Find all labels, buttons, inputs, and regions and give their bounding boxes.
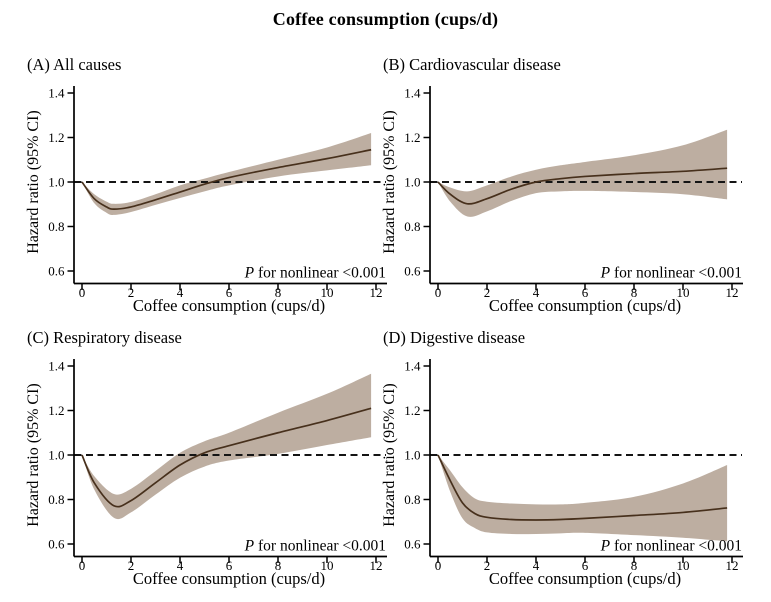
x-tick-label: 12 xyxy=(726,558,739,573)
x-tick-label: 12 xyxy=(726,285,739,300)
x-tick-label: 10 xyxy=(321,285,334,300)
y-tick-label: 0.6 xyxy=(404,264,421,279)
figure-title: Coffee consumption (cups/d) xyxy=(272,9,499,29)
y-tick-label: 0.8 xyxy=(48,219,64,234)
y-tick-label: 1.2 xyxy=(48,403,64,418)
panel-a-title: (A) All causes xyxy=(27,55,121,74)
y-tick-label: 1.0 xyxy=(48,448,64,463)
y-tick-label: 1.2 xyxy=(404,403,420,418)
y-tick-label: 1.0 xyxy=(404,175,420,190)
x-tick-label: 6 xyxy=(582,558,589,573)
y-tick-label: 1.0 xyxy=(48,175,64,190)
panel-d-p-nonlinear-annotation: P for nonlinear <0.001 xyxy=(600,538,742,555)
panel-c-respiratory-chart: 0 2 4 6 8 10 12 0.6 0.8 1.0 1.2 1.4 (C) Respiratory… xyxy=(25,328,387,588)
x-tick-label: 2 xyxy=(128,285,135,300)
x-tick-label: 2 xyxy=(128,558,135,573)
panel-c-x-axis-label: Coffee consumption (cups/d) xyxy=(133,569,325,588)
panel-a-x-axis-label: Coffee consumption (cups/d) xyxy=(133,296,325,315)
x-tick-label: 8 xyxy=(631,558,638,573)
panel-c-p-nonlinear-annotation: P for nonlinear <0.001 xyxy=(244,538,386,555)
y-tick-label: 1.2 xyxy=(404,130,420,145)
panel-d-title: (D) Digestive disease xyxy=(383,328,525,347)
x-tick-label: 2 xyxy=(484,558,491,573)
x-tick-label: 4 xyxy=(533,558,540,573)
x-tick-label: 10 xyxy=(677,285,690,300)
y-tick-label: 1.4 xyxy=(48,86,65,101)
x-tick-label: 2 xyxy=(484,285,491,300)
x-tick-label: 0 xyxy=(435,285,442,300)
y-tick-label: 0.8 xyxy=(404,219,420,234)
x-tick-label: 10 xyxy=(321,558,334,573)
y-tick-label: 1.4 xyxy=(404,86,421,101)
confidence-band xyxy=(438,455,728,542)
hazard-ratio-curve xyxy=(437,454,728,521)
panel-d-digestive-chart: 0 2 4 6 8 10 12 0.6 0.8 1.0 1.2 1.4 (D) Digestive d… xyxy=(381,328,743,588)
y-tick-label: 0.8 xyxy=(404,492,420,507)
confidence-band xyxy=(82,133,372,215)
x-tick-label: 0 xyxy=(79,558,86,573)
panel-a-y-axis-label: Hazard ratio (95% CI) xyxy=(25,110,42,254)
x-tick-label: 6 xyxy=(582,285,589,300)
y-tick-label: 0.6 xyxy=(48,264,65,279)
panel-c-y-axis-label: Hazard ratio (95% CI) xyxy=(25,383,42,527)
panel-b-p-nonlinear-annotation: P for nonlinear <0.001 xyxy=(600,265,742,282)
hazard-ratio-curve xyxy=(81,407,372,508)
x-tick-label: 4 xyxy=(177,558,184,573)
y-tick-label: 0.6 xyxy=(404,537,421,552)
panel-d-x-axis-label: Coffee consumption (cups/d) xyxy=(489,569,681,588)
x-tick-label: 4 xyxy=(533,285,540,300)
x-tick-label: 4 xyxy=(177,285,184,300)
hazard-ratio-curve xyxy=(81,148,372,211)
y-tick-label: 1.4 xyxy=(404,359,421,374)
x-tick-label: 12 xyxy=(370,285,383,300)
x-tick-label: 8 xyxy=(275,285,282,300)
x-tick-label: 0 xyxy=(79,285,86,300)
panel-b-title: (B) Cardiovascular disease xyxy=(383,55,561,74)
confidence-band xyxy=(438,129,728,217)
x-tick-label: 8 xyxy=(631,285,638,300)
panel-b-x-axis-label: Coffee consumption (cups/d) xyxy=(489,296,681,315)
y-tick-label: 1.2 xyxy=(48,130,64,145)
x-tick-label: 8 xyxy=(275,558,282,573)
y-tick-label: 1.4 xyxy=(48,359,65,374)
panel-d-y-axis-label: Hazard ratio (95% CI) xyxy=(381,383,398,527)
y-tick-label: 1.0 xyxy=(404,448,420,463)
y-tick-label: 0.8 xyxy=(48,492,64,507)
panel-c-title: (C) Respiratory disease xyxy=(27,328,182,347)
panel-a-all-causes-chart: 0 2 4 6 8 10 120.60.81.01.21.4 (A) All causes … xyxy=(25,55,387,315)
x-tick-label: 0 xyxy=(435,558,442,573)
hazard-ratio-curve xyxy=(437,167,728,205)
panel-b-cardiovascular-chart: 0 2 4 6 8 10 12 0.6 0.8 1.0 1.2 1.4 (B) Cardiovascu… xyxy=(381,55,743,315)
x-tick-label: 10 xyxy=(677,558,690,573)
y-tick-label: 0.6 xyxy=(48,537,65,552)
x-tick-label: 6 xyxy=(226,558,233,573)
x-tick-label: 6 xyxy=(226,285,233,300)
panel-b-y-axis-label: Hazard ratio (95% CI) xyxy=(381,110,398,254)
x-tick-label: 12 xyxy=(370,558,383,573)
panel-a-p-nonlinear-annotation: P for nonlinear <0.001 xyxy=(244,265,386,282)
